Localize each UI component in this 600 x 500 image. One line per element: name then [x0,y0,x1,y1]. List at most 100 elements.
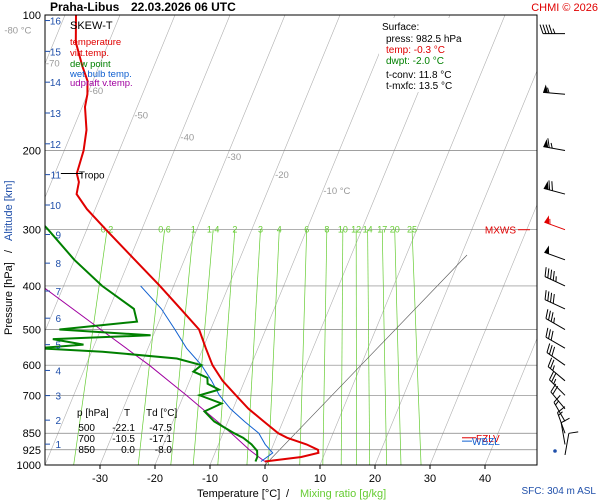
altitude-tick-label: 11 [51,171,62,182]
legend: SKEW-T temperature virt.temp. dew point … [69,20,133,89]
level-table: p [hPa] T Td [°C] 500 -22.1 -47.5 700 -10.5 -… [77,408,177,456]
isotherm-line [45,15,176,333]
altitude-tick-label: 10 [50,201,62,212]
wind-barb-staff [544,276,566,287]
altitude-tick-label: 1 [55,440,61,451]
wind-barb-staff [550,391,566,410]
mixing-ratio-label: 10 [338,225,348,235]
wind-barb-flag [547,291,550,301]
wind-barb [564,431,579,456]
wind-barb-flag [547,268,550,278]
wind-barb-flag [550,330,554,341]
mixing-ratio-label: 17 [377,225,387,235]
isotherm-labels: -80 °C -70 -60 -50 -40 -30 -20 -10 °C [4,26,350,197]
altitude-tick-label: 2 [55,416,61,427]
sounding-datetime: 22.03.2026 06 UTC [131,0,236,14]
legend-entry-dew-point: dew point [70,59,111,70]
table-cell: -17.1 [149,434,172,445]
legend-entry-virtual-temperature: virt.temp. [70,48,109,59]
table-header-pressure: p [hPa] [77,408,109,419]
tropopause-label: Tropo [79,170,105,181]
wind-barb [544,215,566,231]
temperature-tick-label: 30 [424,473,436,485]
surface-info-box: Surface: press: 982.5 hPa temp: -0.3 °C … [379,18,467,92]
isotherm-line [484,337,537,465]
temperature-tick-label: -30 [92,473,108,485]
wind-barb-flag [548,180,551,190]
wind-barb-staff [546,352,566,366]
y-axis-label-pressure: Pressure [hPa] [3,262,15,335]
y-axis-label-altitude: Altitude [km] [3,180,15,241]
wind-barb-half [555,400,560,406]
altitude-tick-label: 13 [50,109,62,120]
temperature-tick-label: -20 [147,473,163,485]
altitude-tick-label: 3 [55,392,61,403]
mixing-ratio-line [411,229,422,465]
mixing-ratio-line [322,229,328,465]
mixing-ratio-label: 2 [232,225,237,235]
wind-barb-half [549,218,551,225]
profile-traces [45,15,320,463]
mixing-ratio-line [192,229,214,465]
wind-barb [544,290,566,310]
wind-barb-flag [548,24,553,34]
wind-barb [560,417,570,445]
wind-barb-pennant [543,139,549,148]
max-forecast-temperature: t-mxfc: 13.5 °C [386,81,452,92]
table-header-dew-point: Td [°C] [146,408,177,419]
surface-elevation-label: SFC: 304 m ASL [522,486,597,497]
table-cell: -47.5 [149,423,172,434]
mixing-ratio-line [137,229,165,465]
mixing-ratio-label: 14 [363,225,373,235]
table-cell: -8.0 [155,445,173,456]
wind-barb [550,383,566,410]
isotherm-lines [45,15,537,465]
table-header-temperature: T [124,408,130,419]
wind-barb-staff [547,366,566,382]
wind-barb-flag [553,394,561,403]
wind-barb-flag [550,383,557,393]
wind-barb-flag [551,181,553,191]
copyright-label: CHMI © 2026 [531,2,598,14]
wind-barb-staff [545,318,566,330]
isotherm-line [209,15,396,465]
wind-barb-flag [550,312,554,322]
wet-bulb-temperature-line [140,285,274,462]
wind-barb [543,84,566,95]
temperature-line [74,15,320,463]
legend-entry-updraft: udpraft v.temp. [70,78,133,89]
surface-pressure: press: 982.5 hPa [386,34,462,45]
wind-barb-pennant [543,84,549,93]
mixing-ratio-label: 1 [191,225,196,235]
wind-barb-flag [546,343,551,353]
wind-barb-flag [544,267,547,277]
altitude-tick-label: 9 [55,230,61,241]
wind-barb-staff [544,251,566,261]
altitude-tick-label: 14 [50,78,62,89]
mixing-ratio-line [73,229,108,465]
wind-barb-pennant [544,245,550,255]
wind-barb-half [558,411,563,416]
isotherm-label: -20 [275,170,289,181]
wind-barb-flag [560,417,570,424]
surface-dew-point: dwpt: -2.0 °C [386,56,444,67]
isotherm-line [45,15,121,199]
wind-barb-half [547,87,550,93]
isotherm-line [374,70,537,465]
wind-barb-half [555,276,557,282]
wind-barb-pennant [543,181,549,190]
pressure-tick-label: 850 [23,428,41,440]
legend-entry-temperature: temperature [70,37,121,48]
mixing-ratio-label: 25 [407,225,417,235]
level-markers: Tropo MXWS FZLV WBZL [60,170,530,448]
mixing-ratio-label: 6 [304,225,309,235]
wind-barb-half [552,365,555,371]
wind-barb [543,138,566,151]
table-cell: 500 [78,423,95,434]
wet-bulb-zero-label: WBZL [472,437,500,448]
x-axis-label-temperature: Temperature [°C] [197,488,280,500]
table-cell: 0.0 [121,445,135,456]
wind-barb-flag [545,309,549,319]
pressure-tick-label: 200 [23,145,41,157]
